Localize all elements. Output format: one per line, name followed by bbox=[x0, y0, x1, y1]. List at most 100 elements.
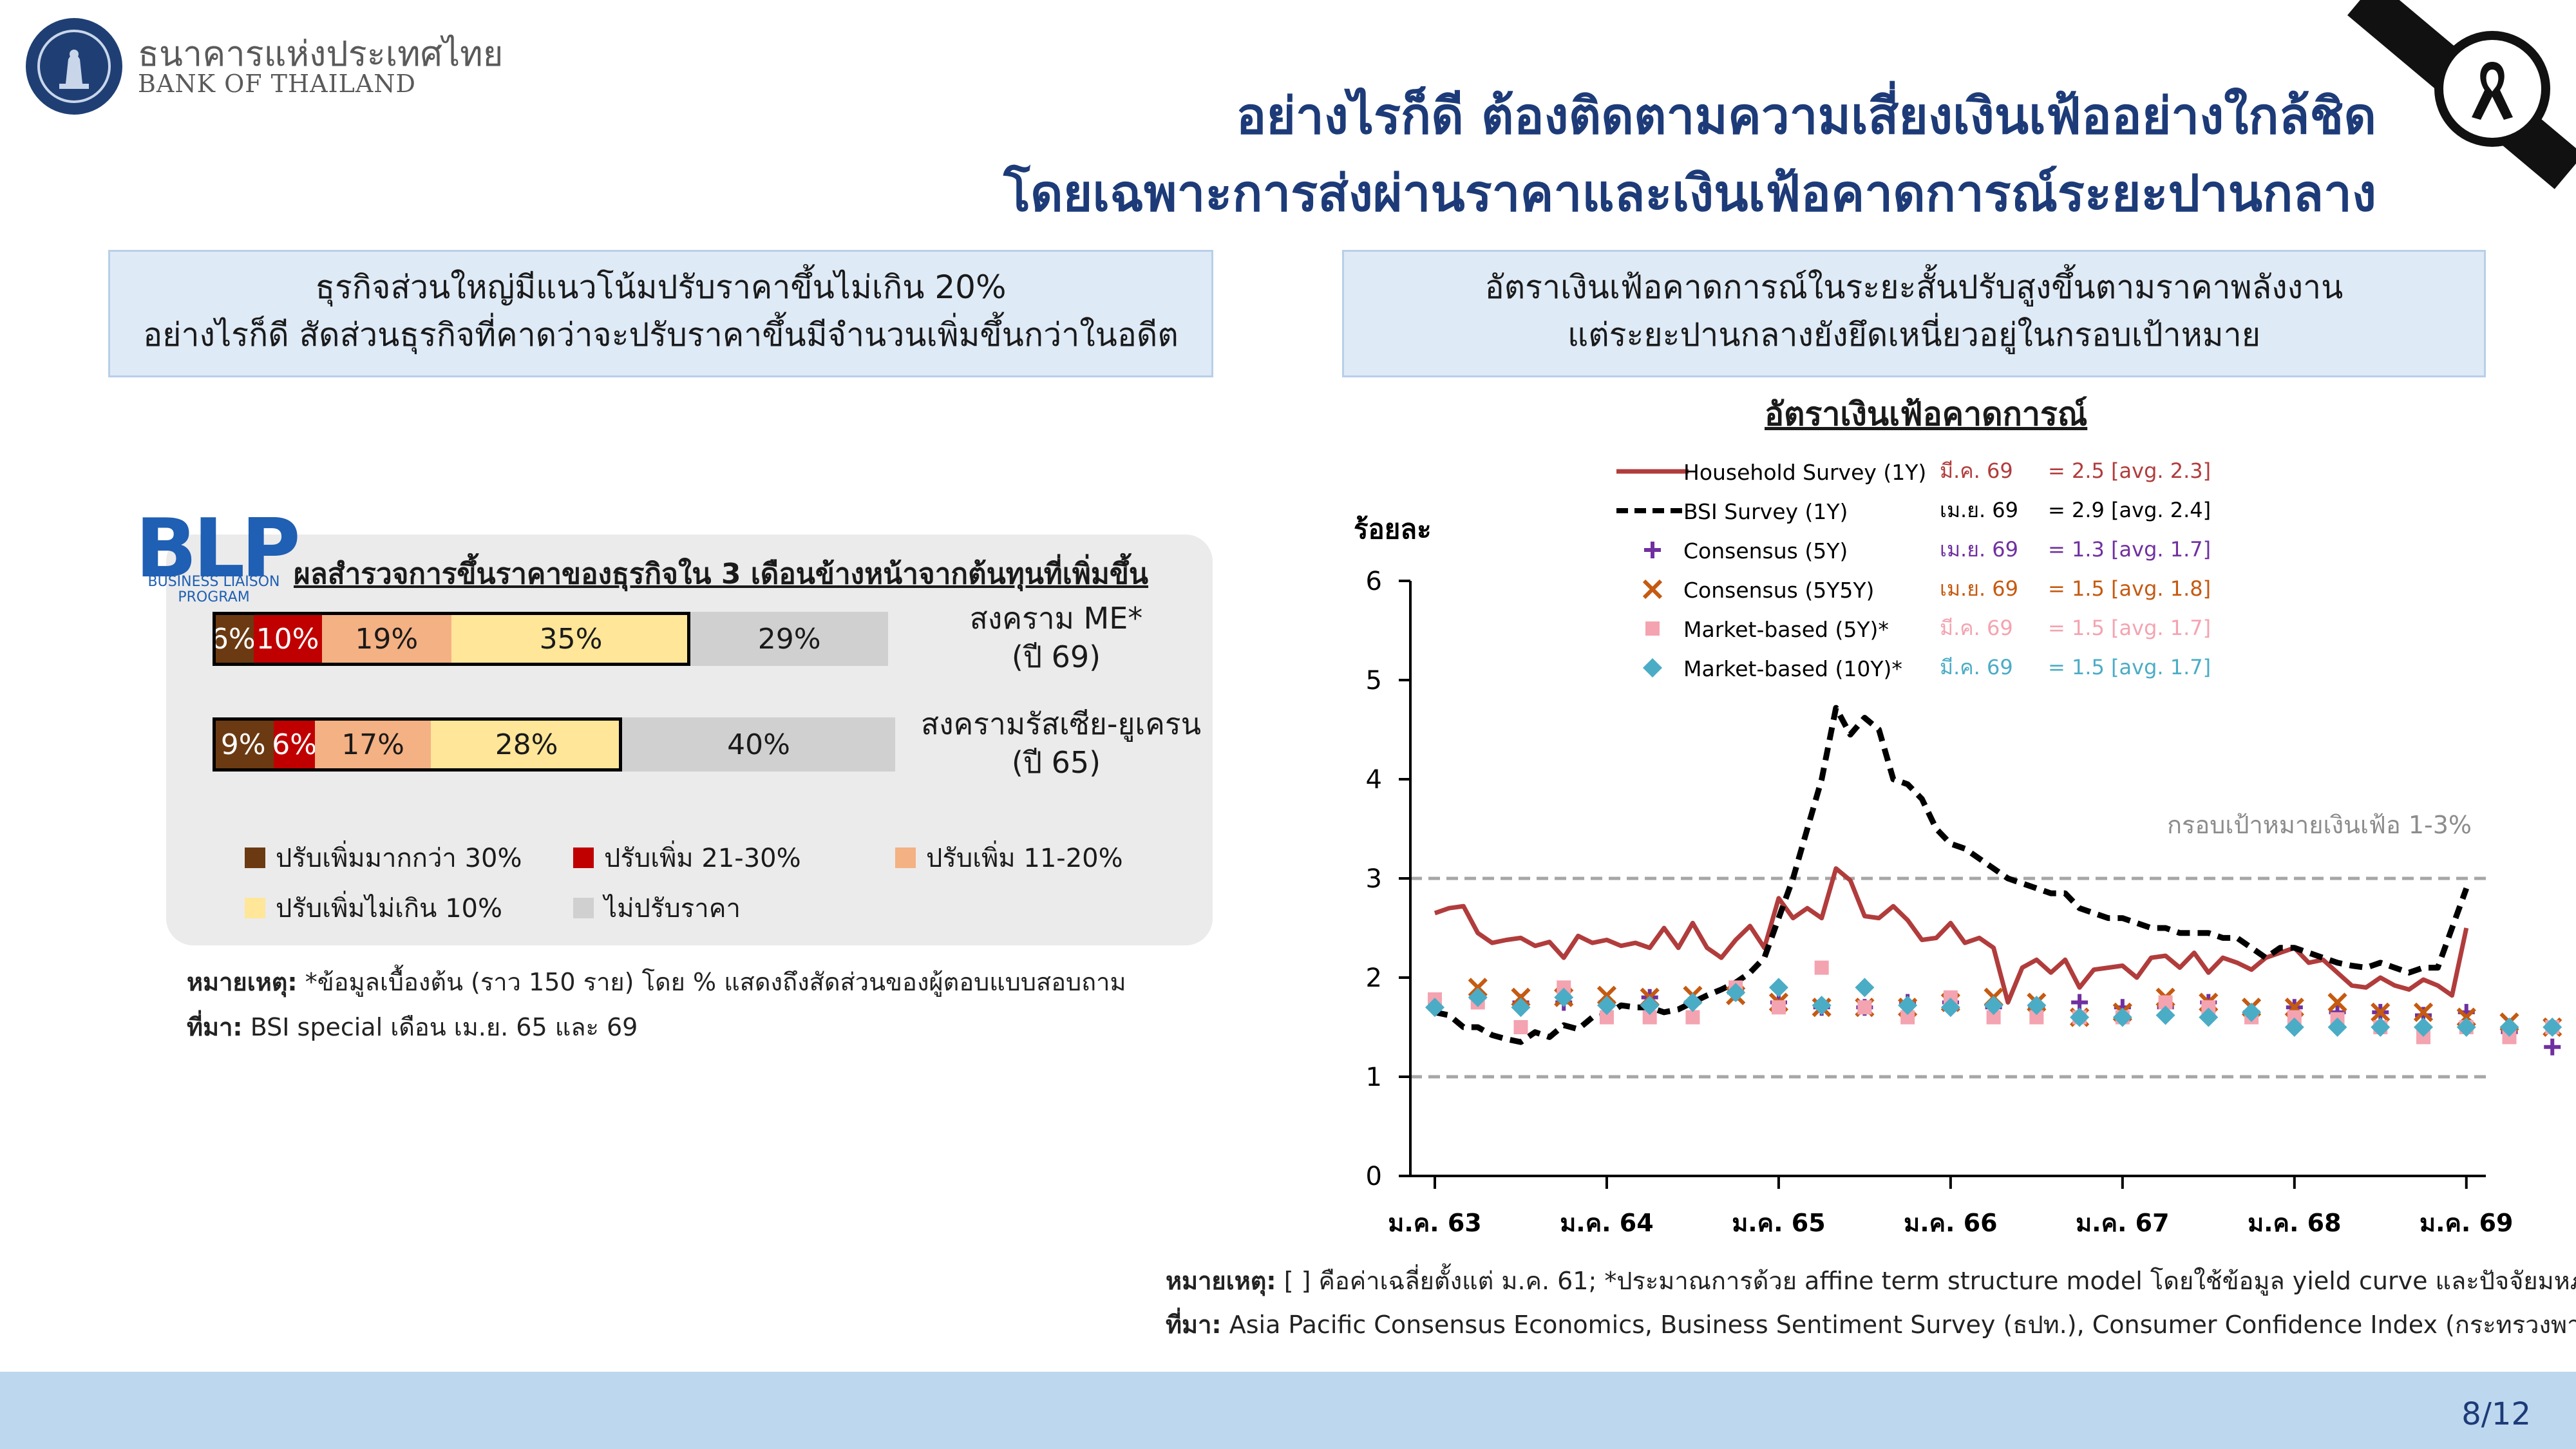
bar-segment: 17% bbox=[315, 717, 431, 772]
consensus-5y5y-point bbox=[1511, 987, 1531, 1007]
market-5y-point bbox=[1857, 1000, 1872, 1015]
left-note-text: *ข้อมูลเบื้องต้น (ราว 150 ราย) โดย % แสด… bbox=[297, 968, 1126, 996]
inflation-expectations-chart: กรอบเป้าหมายเงินเฟ้อ 1-3% 0 1 2 3 4 5 6 ร้อยละม.… bbox=[1354, 459, 2562, 1237]
market-10y-point bbox=[1683, 992, 1703, 1012]
left-note: หมายเหตุ: *ข้อมูลเบื้องต้น (ราว 150 ราย)… bbox=[187, 962, 1126, 1001]
legend-label: ไม่ปรับราคา bbox=[604, 894, 741, 923]
household-survey-line bbox=[1434, 866, 2469, 1005]
footer-bar bbox=[0, 1372, 2576, 1449]
x-tick-label: ม.ค. 65 bbox=[1732, 1209, 1825, 1237]
bar-segment: 29% bbox=[690, 612, 889, 666]
market-10y-point bbox=[1726, 983, 1746, 1003]
y-tick-label: 1 bbox=[1366, 1063, 1382, 1092]
bar-row-label-line: (ปี 65) bbox=[1011, 745, 1101, 780]
legend-marker bbox=[1645, 621, 1660, 636]
bar-row-label-line: สงคราม ME* bbox=[969, 601, 1143, 636]
bar-segment: 6% bbox=[272, 717, 317, 772]
blp-sub-line2: PROGRAM bbox=[178, 589, 250, 605]
bar-segment: 40% bbox=[622, 717, 895, 772]
legend-value: = 1.5 [avg. 1.8] bbox=[2048, 576, 2211, 601]
market-10y-point bbox=[2155, 1005, 2175, 1025]
legend-marker bbox=[1642, 579, 1663, 600]
bar-segment: 9% bbox=[213, 717, 274, 772]
market-10y-point bbox=[2456, 1018, 2476, 1037]
stacked-bar-area: 6% 10% 19% 35% 29% สงคราม ME* (ปี 69) 9% 6% 17% 28… bbox=[211, 601, 1217, 799]
legend-value: = 2.9 [avg. 2.4] bbox=[2048, 498, 2211, 522]
market-5y-point bbox=[1557, 980, 1571, 995]
consensus-5y5y-point bbox=[2327, 992, 2347, 1012]
bar-row-label: สงครามรัสเซีย-ยูเครน (ปี 65) bbox=[921, 705, 1202, 782]
right-source: ที่มา: Asia Pacific Consensus Economics,… bbox=[1166, 1305, 2576, 1344]
legend-series-name: BSI Survey (1Y) bbox=[1683, 499, 1848, 524]
legend-value: = 1.3 [avg. 1.7] bbox=[2048, 537, 2211, 562]
market-5y-point bbox=[2029, 1010, 2044, 1025]
market-10y-point bbox=[2543, 1018, 2562, 1037]
bar-segment: 19% bbox=[321, 612, 451, 666]
blp-logo-subtitle: BUSINESS LIAISON PROGRAM bbox=[137, 574, 291, 605]
left-source-label: ที่มา: bbox=[187, 1013, 243, 1041]
market-5y-point bbox=[1771, 1000, 1786, 1015]
consensus-5y5y-point bbox=[2413, 1002, 2434, 1023]
bank-seal-icon bbox=[37, 30, 111, 103]
consensus-5y5y-point bbox=[2371, 1002, 2391, 1023]
right-summary-box: อัตราเงินเฟ้อคาดการณ์ในระยะสั้นปรับสูงขึ… bbox=[1342, 250, 2486, 377]
left-source-text: BSI special เดือน เม.ย. 65 และ 69 bbox=[242, 1013, 638, 1041]
legend-label: ปรับเพิ่มมากกว่า 30% bbox=[276, 844, 522, 873]
market-10y-point bbox=[2499, 1018, 2519, 1037]
legend-value: = 2.5 [avg. 2.3] bbox=[2048, 459, 2211, 483]
y-axis-label: ร้อยละ bbox=[1354, 513, 1432, 545]
x-tick-label: ม.ค. 66 bbox=[1904, 1209, 1997, 1237]
y-tick-label: 4 bbox=[1366, 765, 1382, 795]
y-tick-label: 0 bbox=[1366, 1162, 1382, 1191]
market-5y-point bbox=[2416, 1030, 2431, 1045]
market-10y-point bbox=[1640, 996, 1660, 1016]
legend-value: = 1.5 [avg. 1.7] bbox=[2048, 616, 2211, 640]
consensus-5y5y-point bbox=[1596, 985, 1617, 1005]
market-5y-point bbox=[1900, 1010, 1915, 1025]
market-5y-point bbox=[2287, 1010, 2302, 1025]
market-5y-point bbox=[1986, 1010, 2001, 1025]
legend-series-name: Consensus (5Y5Y) bbox=[1683, 578, 1874, 603]
blp-logo: BLP bbox=[135, 501, 301, 596]
legend-series-name: Market-based (5Y)* bbox=[1683, 617, 1889, 642]
y-tick-label: 6 bbox=[1366, 567, 1382, 596]
legend-date: มี.ค. 69 bbox=[1940, 616, 2013, 640]
bar-legend-item: ปรับเพิ่ม 11-20% bbox=[895, 837, 1123, 878]
left-note-label: หมายเหตุ: bbox=[187, 968, 298, 996]
y-tick-label: 3 bbox=[1366, 864, 1382, 894]
bar-row-label: สงคราม ME* (ปี 69) bbox=[921, 599, 1191, 676]
bar-legend-item: ไม่ปรับราคา bbox=[573, 887, 741, 929]
bar-segment: 10% bbox=[253, 612, 322, 666]
bar-row-label-line: สงครามรัสเซีย-ยูเครน bbox=[921, 706, 1202, 741]
y-tick-label: 5 bbox=[1366, 666, 1382, 696]
page-title-line2: โดยเฉพาะการส่งผ่านราคาและเงินเฟ้อคาดการณ… bbox=[1003, 165, 2376, 223]
legend-value: = 1.5 [avg. 1.7] bbox=[2048, 655, 2211, 679]
legend-swatch bbox=[895, 848, 916, 868]
legend-date: เม.ย. 69 bbox=[1940, 537, 2018, 562]
market-10y-point bbox=[1898, 996, 1918, 1016]
right-note: หมายเหตุ: [ ] คือค่าเฉลี่ยตั้งแต่ ม.ค. 6… bbox=[1166, 1261, 2576, 1300]
bar-segment: 28% bbox=[431, 717, 622, 772]
consensus-5y5y-point bbox=[1468, 978, 1488, 998]
bar-chart-title: ผลสำรวจการขึ้นราคาของธุรกิจใน 3 เดือนข้า… bbox=[294, 558, 1149, 591]
left-summary-line1: ธุรกิจส่วนใหญ่มีแนวโน้มปรับราคาขึ้นไม่เก… bbox=[315, 269, 1007, 306]
market-10y-point bbox=[2199, 1007, 2219, 1027]
mourning-ribbon-icon bbox=[2434, 31, 2550, 147]
market-10y-point bbox=[2027, 996, 2047, 1016]
legend-swatch bbox=[245, 848, 265, 868]
org-name-thai: ธนาคารแห่งประเทศไทย bbox=[138, 33, 504, 74]
market-10y-point bbox=[1554, 987, 1574, 1007]
org-name-english: BANK OF THAILAND bbox=[138, 70, 417, 98]
x-tick-label: ม.ค. 69 bbox=[2420, 1209, 2513, 1237]
market-10y-point bbox=[1984, 996, 2003, 1016]
left-summary-box: ธุรกิจส่วนใหญ่มีแนวโน้มปรับราคาขึ้นไม่เก… bbox=[108, 250, 1213, 377]
market-5y-point bbox=[1513, 1020, 1528, 1034]
legend-date: เม.ย. 69 bbox=[1940, 498, 2018, 522]
legend-marker bbox=[1643, 658, 1662, 677]
x-tick-label: ม.ค. 68 bbox=[2248, 1209, 2341, 1237]
legend-date: มี.ค. 69 bbox=[1940, 459, 2013, 483]
market-10y-point bbox=[2070, 1007, 2090, 1027]
x-tick-label: ม.ค. 67 bbox=[2076, 1209, 2169, 1237]
x-tick-label: ม.ค. 63 bbox=[1388, 1209, 1481, 1237]
market-10y-point bbox=[2371, 1018, 2391, 1037]
